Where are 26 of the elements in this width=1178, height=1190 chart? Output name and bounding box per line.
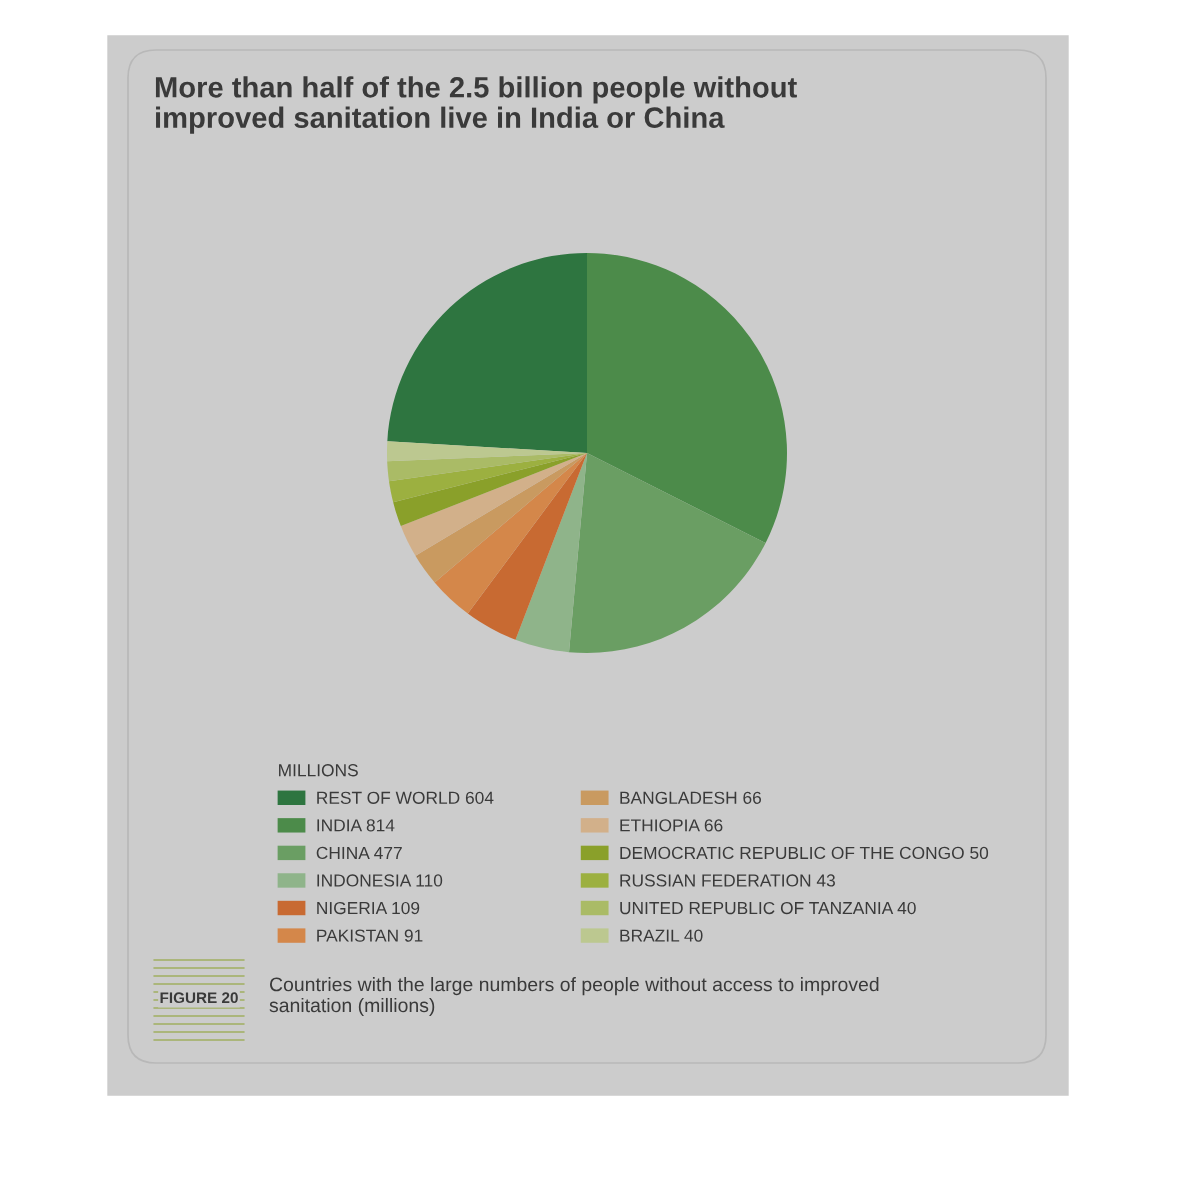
pie-slice [467,453,587,640]
pie-slice [400,453,587,556]
pie-slice [569,453,766,653]
legend-label: PAKISTAN 91 [317,929,423,942]
text: Countries with the large numbers of people without access to improved sanitation (millions) [269,977,879,1017]
pie-slice [387,253,587,453]
pie-slice [515,453,587,653]
legend-label: BRAZIL 40 [620,929,703,942]
legend-title: MILLIONS [279,764,358,777]
chart-title: More than half of the 2.5 billion people without improved sanitation live in India or China [155,76,797,134]
legend-label: ETHIOPIA 66 [620,819,723,832]
caption: FIGURE 20 [160,992,238,1004]
legend-label: UNITED REPUBLIC OF TANZANIA 40 [620,901,916,915]
legend-label: NIGERIA 109 [317,901,420,915]
legend-label: REST OF WORLD 604 [317,791,494,804]
pie-slice [393,453,587,527]
pie-slice [587,253,787,544]
legend-label: CHINA 477 [316,846,402,860]
legend-label: RUSSIAN FEDERATION 43 [620,874,835,887]
pie-slice [434,453,587,614]
legend-label: DEMOCRATIC REPUBLIC OF THE CONGO 50 [620,846,989,860]
legend-label: INDONESIA 110 [317,874,443,887]
legend-label: INDIA 814 [317,819,395,832]
pie-slice [389,453,587,503]
pie-slice [415,453,587,583]
legend-label: BANGLADESH 66 [620,791,762,804]
